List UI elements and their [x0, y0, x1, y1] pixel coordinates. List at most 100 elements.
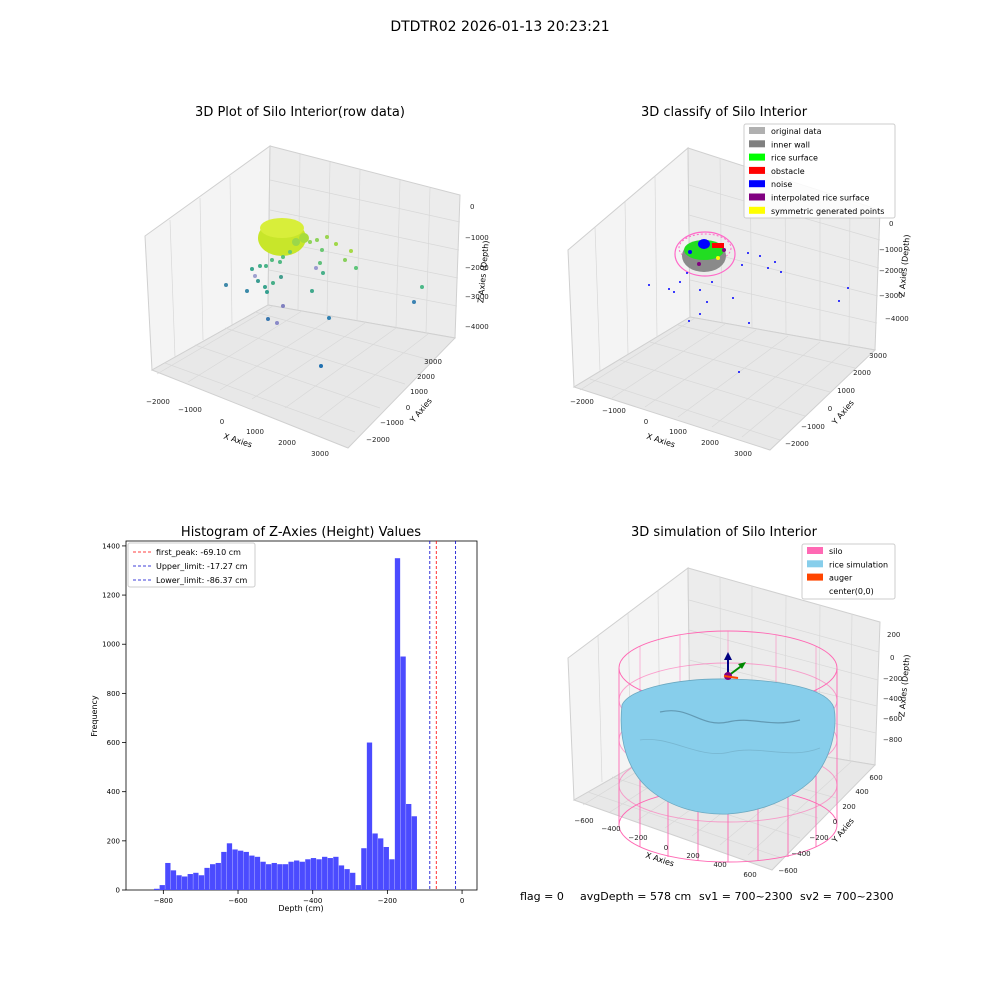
histogram-bar	[383, 846, 389, 890]
raw-scatter-panel: 3D Plot of Silo Interior(row data)	[144, 105, 491, 458]
z-tick: −3000	[465, 293, 489, 301]
reference-lines	[429, 541, 457, 890]
y-tick: −200	[809, 834, 828, 842]
y-tick-label: 1400	[102, 542, 120, 550]
histogram-bar	[288, 861, 294, 890]
panel-title: 3D Plot of Silo Interior(row data)	[195, 105, 405, 120]
z-tick: 0	[890, 654, 894, 662]
grid-lines	[156, 153, 461, 433]
histogram-bar	[232, 849, 238, 890]
histogram-bar	[361, 848, 367, 890]
x-tick-label: 0	[460, 897, 464, 905]
histogram-bar	[299, 861, 305, 890]
x-ticks: −800 −600 −400 −200 0	[154, 890, 464, 905]
y-tick: 0	[828, 405, 832, 413]
histogram-bar	[254, 856, 261, 890]
flag-text: flag = 0	[520, 890, 564, 903]
histogram-bar	[165, 862, 171, 890]
legend-label: obstacle	[771, 167, 805, 176]
histogram-bar	[310, 858, 317, 890]
x-tick: −1000	[178, 406, 202, 414]
legend-swatch	[749, 166, 765, 174]
z-tick: −2000	[465, 264, 489, 272]
x-tick: 2000	[701, 439, 719, 447]
x-tick: 1000	[246, 428, 264, 436]
legend-frame	[127, 542, 256, 588]
classified-scatter-panel: 3D classify of Silo Interior	[567, 105, 912, 458]
histogram-bar	[366, 742, 373, 890]
histogram-bar	[389, 859, 395, 890]
y-tick: 200	[842, 803, 855, 811]
histogram-bar	[170, 870, 177, 890]
legend-swatch	[749, 206, 765, 214]
legend-swatch	[749, 127, 765, 134]
histogram-panel: Histogram of Z-Axies (Height) Values −80…	[90, 525, 478, 913]
axes-box: −600 −400 −200 0 200 400 600 −600 −400 −…	[567, 567, 912, 879]
simulation-panel: 3D simulation of Silo Interior	[567, 525, 912, 879]
y-tick-label: 600	[107, 739, 120, 747]
sv1-text: sv1 = 700~2300	[699, 890, 793, 903]
x-tick-label: −600	[228, 897, 247, 905]
legend-swatch	[749, 180, 765, 188]
legend-label: inner wall	[771, 140, 810, 149]
z-tick: −1000	[465, 234, 489, 242]
histogram-bar	[176, 875, 182, 890]
z-tick: −4000	[465, 323, 489, 331]
histogram-bar	[327, 858, 333, 890]
y-tick: 0	[833, 818, 837, 826]
y-tick: 1000	[410, 388, 428, 396]
floor-pane	[150, 304, 457, 449]
histogram-bars	[154, 558, 417, 890]
y-tick: 2000	[853, 369, 871, 377]
legend-entries: silo rice simulation auger center(0,0)	[807, 547, 888, 596]
histogram-bar	[243, 851, 249, 890]
z-tick: −3000	[879, 292, 903, 300]
histogram-bar	[266, 864, 272, 890]
histogram-bar	[238, 850, 244, 890]
legend: first_peak: -69.10 cm Upper_limit: -17.27…	[127, 542, 256, 588]
y-tick: −2000	[366, 436, 390, 444]
y-tick-label: 0	[116, 887, 120, 895]
histogram-bar	[322, 856, 328, 890]
z-tick: −800	[883, 736, 902, 744]
axes-box: −2000 −1000 0 1000 2000 3000 −2000 −1000…	[567, 146, 912, 458]
histogram-bar	[210, 864, 216, 890]
histogram-bar	[378, 838, 384, 890]
y-axis-label: Y Axies	[408, 396, 434, 425]
x-tick: −1000	[602, 407, 626, 415]
histogram-bar	[338, 865, 345, 890]
y-tick: 600	[869, 774, 882, 782]
x-tick: 200	[686, 852, 699, 860]
legend-label: rice simulation	[829, 560, 888, 569]
histogram-bar	[193, 872, 199, 890]
z-axis-label: Z Axies (Depth)	[897, 654, 911, 717]
histogram-bar	[221, 851, 227, 890]
z-tick: −4000	[885, 315, 909, 323]
y-tick: −1000	[380, 419, 404, 427]
legend-label: Upper_limit: -17.27 cm	[156, 562, 248, 571]
histogram-bar	[316, 859, 322, 890]
legend-swatch	[807, 560, 823, 568]
panel-title: 3D classify of Silo Interior	[641, 105, 808, 120]
x-tick: −2000	[570, 398, 594, 406]
y-tick: 1000	[837, 387, 855, 395]
histogram-bar	[271, 862, 277, 890]
floor-pane	[572, 316, 877, 451]
status-line: flag = 0 avgDepth = 578 cm sv1 = 700~230…	[520, 890, 894, 903]
classified-points	[648, 231, 849, 373]
tick-labels: −2000 −1000 0 1000 2000 3000 −2000 −1000…	[570, 220, 909, 458]
histogram-bar	[400, 656, 406, 890]
tick-labels: −600 −400 −200 0 200 400 600 −600 −400 −…	[574, 631, 902, 879]
histogram-bar	[333, 856, 339, 890]
panel-title: 3D simulation of Silo Interior	[631, 525, 818, 540]
y-ticks: 0 200 400 600 800 1000 1200 1400	[102, 542, 126, 895]
histogram-bar	[344, 869, 350, 890]
x-tick: −600	[574, 817, 593, 825]
legend-swatch	[749, 193, 765, 201]
histogram-bar	[406, 803, 412, 890]
legend-label: center(0,0)	[829, 587, 874, 596]
x-tick: 1000	[669, 428, 687, 436]
legend-label: symmetric generated points	[771, 207, 884, 216]
legend-entries: first_peak: -69.10 cm Upper_limit: -17.27…	[133, 548, 248, 585]
